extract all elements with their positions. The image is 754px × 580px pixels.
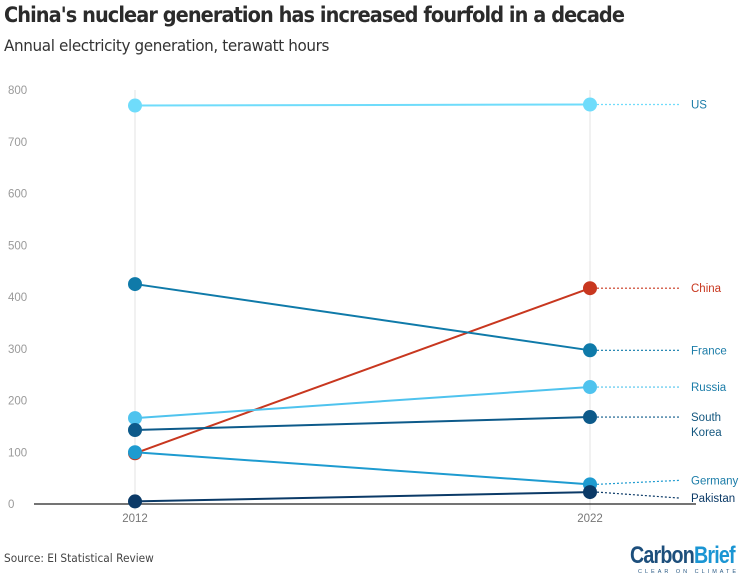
series-label-line: Germany xyxy=(691,475,739,487)
series-label-line: Korea xyxy=(691,427,722,439)
series-label-pakistan: Pakistan xyxy=(691,493,735,505)
series-label-line: Pakistan xyxy=(691,493,735,505)
y-tick-label: 400 xyxy=(8,292,27,304)
series-label-germany: Germany xyxy=(691,475,739,487)
point-us-2022 xyxy=(583,97,597,112)
leader-pakistan xyxy=(596,491,681,499)
x-tick-label: 2012 xyxy=(122,513,148,525)
series-label-line: South xyxy=(691,412,721,424)
point-pakistan-2012 xyxy=(128,494,142,509)
x-tick-label: 2022 xyxy=(577,513,603,525)
series-label-line: France xyxy=(691,345,727,357)
series-labels: US China France Russia South Korea Germany Paki… xyxy=(691,99,739,505)
logo-part-carbon: Carbon xyxy=(630,542,695,569)
point-south-korea-2022 xyxy=(583,410,597,425)
gridlines xyxy=(134,90,591,510)
chart-title: China's nuclear generation has increased… xyxy=(4,3,625,27)
y-tick-label: 300 xyxy=(8,344,27,356)
point-germany-2012 xyxy=(128,445,142,460)
series-label-france: France xyxy=(691,345,727,357)
series-line-germany xyxy=(134,451,591,486)
series-label-line: Russia xyxy=(691,382,727,394)
series-line-us xyxy=(134,103,591,107)
series-label-south-korea: South Korea xyxy=(691,412,722,439)
point-russia-2012 xyxy=(128,411,142,426)
series-line-china xyxy=(134,287,591,455)
point-china-2022 xyxy=(583,281,597,296)
logo-part-brief: Brief xyxy=(693,542,736,569)
series-label-line: US xyxy=(691,99,707,111)
leader-germany xyxy=(596,479,681,485)
y-tick-label: 500 xyxy=(8,240,27,252)
series-points xyxy=(128,97,597,509)
series-lines xyxy=(134,103,591,503)
source-note: Source: EI Statistical Review xyxy=(4,551,154,565)
series-label-china: China xyxy=(691,283,722,295)
series-line-south-korea xyxy=(134,416,591,431)
logo-tagline: CLEAR ON CLIMATE xyxy=(638,569,740,575)
series-line-russia xyxy=(134,386,591,420)
point-south-korea-2012 xyxy=(128,422,142,437)
point-pakistan-2022 xyxy=(583,485,597,500)
series-line-france xyxy=(134,283,591,352)
carbonbrief-logo: CarbonBrief CLEAR ON CLIMATE xyxy=(630,542,750,576)
series-label-us: US xyxy=(691,99,707,111)
y-tick-label: 800 xyxy=(8,85,27,97)
y-axis-ticks: 0 100 200 300 400 500 600 700 800 xyxy=(8,85,27,511)
series-line-pakistan xyxy=(134,491,591,503)
x-axis-ticks: 2012 2022 xyxy=(122,513,603,525)
series-label-russia: Russia xyxy=(691,382,727,394)
series-label-line: China xyxy=(691,283,722,295)
y-tick-label: 600 xyxy=(8,189,27,201)
y-tick-label: 200 xyxy=(8,396,27,408)
y-tick-label: 700 xyxy=(8,137,27,149)
y-tick-label: 100 xyxy=(8,447,27,459)
point-france-2012 xyxy=(128,277,142,292)
chart-subtitle: Annual electricity generation, terawatt … xyxy=(4,36,330,55)
point-us-2012 xyxy=(128,98,142,113)
y-tick-label: 0 xyxy=(8,499,14,511)
logo-wordmark: CarbonBrief xyxy=(630,542,736,569)
point-russia-2022 xyxy=(583,380,597,395)
point-france-2022 xyxy=(583,343,597,358)
label-leader-lines xyxy=(596,103,681,499)
